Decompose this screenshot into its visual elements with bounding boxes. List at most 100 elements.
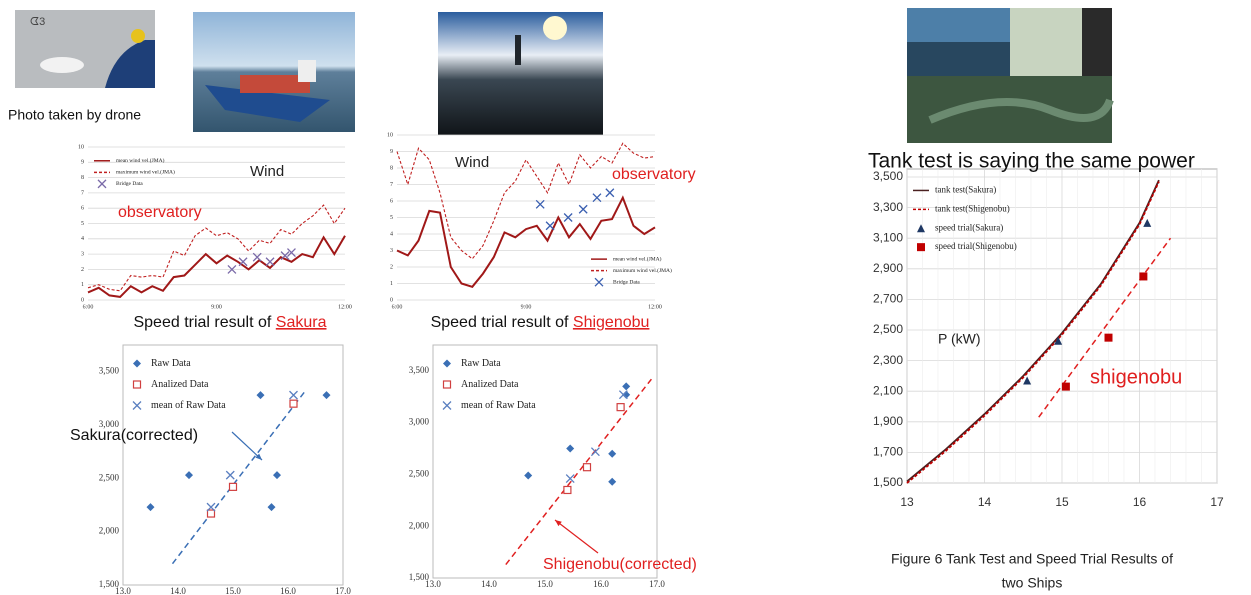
legend-label: maximum wind vel.(JMA) [116, 169, 175, 176]
arrow [555, 520, 598, 553]
photo-caption: Photo taken by drone [8, 107, 141, 123]
title-text: Speed trial result of [431, 314, 569, 331]
y-tick-label: 3,500 [99, 366, 120, 376]
annotation: Wind [455, 154, 489, 171]
svg-text:ᗧ3: ᗧ3 [30, 16, 45, 28]
x-tick-label: 14 [978, 495, 992, 509]
marker [536, 200, 544, 208]
annotation: P (kW) [938, 331, 981, 347]
marker [591, 448, 599, 456]
marker [564, 486, 571, 493]
x-tick-label: 16 [1133, 495, 1147, 509]
annotation: Shigenobu(corrected) [543, 556, 697, 573]
marker [622, 382, 630, 390]
annotation: observatory [612, 166, 696, 183]
y-tick-label: 7 [390, 182, 393, 188]
x-tick-label: 16.0 [593, 579, 609, 589]
y-tick-label: 2,500 [409, 469, 430, 479]
marker [257, 391, 265, 399]
series-line [88, 236, 345, 297]
y-tick-label: 2,300 [873, 353, 903, 367]
marker [617, 404, 624, 411]
legend-symbol [98, 180, 106, 188]
annotation: Sakura(corrected) [70, 427, 198, 444]
annotation: observatory [118, 204, 202, 221]
y-tick-label: 3 [81, 251, 84, 257]
x-tick-label: 17 [1210, 495, 1224, 509]
y-tick-label: 3,300 [873, 200, 903, 214]
y-tick-label: 1,700 [873, 445, 903, 459]
y-tick-label: 9 [81, 160, 84, 166]
slide: ᗧ3 Photo taken by drone 0123456789106:00… [0, 0, 1251, 595]
legend-label: mean wind vel.(JMA) [116, 157, 165, 164]
legend-label: tank test(Sakura) [935, 185, 996, 195]
marker [323, 391, 331, 399]
y-tick-label: 2,500 [873, 322, 903, 336]
legend-symbol [443, 402, 451, 410]
y-tick-label: 1,900 [873, 414, 903, 428]
legend-label: speed trial(Sakura) [935, 222, 1003, 232]
map-photos [907, 8, 1112, 143]
annotation: shigenobu [1090, 366, 1182, 388]
legend-label: Analized Data [151, 379, 209, 390]
y-tick-label: 2 [81, 267, 84, 273]
y-tick-label: 6 [390, 198, 393, 204]
x-tick-label: 12:00 [338, 304, 352, 310]
y-tick-label: 2,900 [873, 261, 903, 275]
legend-label: mean of Raw Data [461, 400, 536, 411]
y-tick-label: 9 [390, 149, 393, 155]
y-tick-label: 3,000 [409, 417, 430, 427]
y-tick-label: 10 [78, 144, 84, 150]
y-tick-label: 2,700 [873, 292, 903, 306]
x-tick-label: 9:00 [521, 304, 532, 310]
marker [1143, 219, 1151, 227]
y-tick-label: 1 [390, 281, 393, 287]
marker [290, 400, 297, 407]
y-tick-label: 8 [81, 175, 84, 181]
x-tick-label: 12:00 [648, 304, 662, 310]
legend-label: maximum wind vel.(JMA) [613, 267, 672, 274]
y-tick-label: 4 [81, 236, 84, 242]
x-tick-label: 6:00 [392, 304, 403, 310]
x-tick-label: 15.0 [537, 579, 553, 589]
marker [593, 194, 601, 202]
legend-symbol [917, 224, 925, 232]
legend-symbol [133, 402, 141, 410]
y-tick-label: 8 [390, 165, 393, 171]
chart-title: Speed trial result of Sakura [133, 314, 326, 331]
title-highlight: Shigenobu [573, 314, 650, 331]
x-tick-label: 15 [1055, 495, 1069, 509]
y-tick-label: 1 [81, 282, 84, 288]
legend-label: Analized Data [461, 379, 519, 390]
x-tick-label: 9:00 [211, 304, 222, 310]
drone-photo: ᗧ3 [15, 10, 155, 88]
y-tick-label: 0 [390, 297, 393, 303]
y-tick-label: 5 [390, 215, 393, 221]
marker [524, 471, 532, 479]
legend-symbol [595, 278, 603, 286]
y-tick-label: 6 [81, 206, 84, 212]
y-tick-label: 3,500 [409, 365, 430, 375]
marker [1023, 376, 1031, 384]
y-tick-label: 0 [81, 297, 84, 303]
legend-label: speed trial(Shigenobu) [935, 241, 1017, 251]
marker [266, 258, 274, 266]
legend-symbol [134, 381, 141, 388]
x-tick-label: 13.0 [115, 586, 131, 595]
title-text: Speed trial result of [133, 314, 271, 331]
legend-label: tank test(Shigenobu) [935, 203, 1010, 213]
marker [546, 222, 554, 230]
trend-line [1039, 238, 1171, 417]
legend-symbol [133, 360, 141, 368]
marker [268, 503, 276, 511]
page: {"photos": {"caption": "Photo taken by d… [0, 0, 1251, 595]
x-tick-label: 15.0 [225, 586, 241, 595]
y-tick-label: 2,000 [99, 526, 120, 536]
marker [1062, 383, 1070, 391]
ship-photo [193, 12, 355, 132]
y-tick-label: 2 [390, 264, 393, 270]
marker [230, 483, 237, 490]
marker [584, 464, 591, 471]
x-tick-label: 14.0 [481, 579, 497, 589]
chart-title: Speed trial result of Shigenobu [431, 314, 650, 331]
